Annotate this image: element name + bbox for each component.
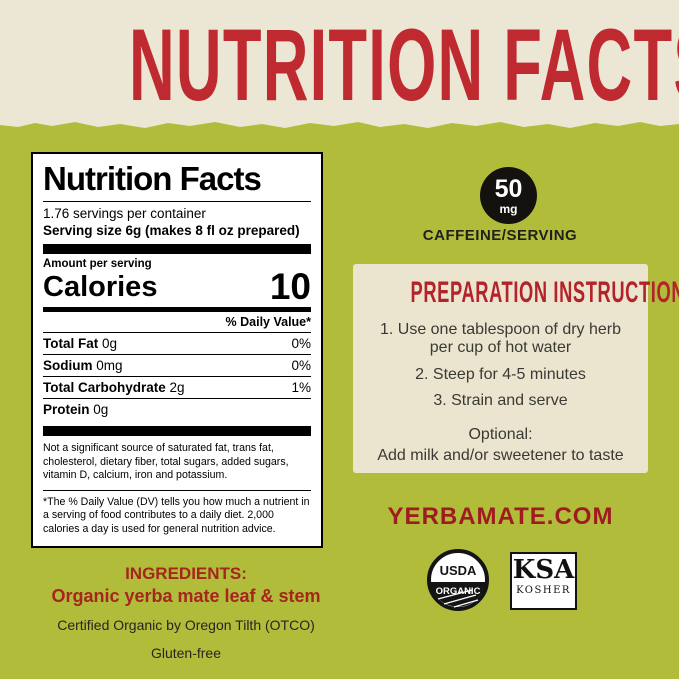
ingredients-block: INGREDIENTS: Organic yerba mate leaf & s…	[26, 564, 346, 661]
torn-edge-divider	[0, 122, 679, 132]
nutrient-amount: 0g	[93, 402, 109, 418]
preparation-steps: 1. Use one tablespoon of dry herb per cu…	[353, 321, 648, 411]
ksa-seal-label: KOSHER	[516, 585, 571, 596]
nutrient-label: Sodium	[43, 358, 93, 374]
nutrient-amount: 0g	[102, 336, 118, 352]
not-significant-note: Not a significant source of saturated fa…	[43, 442, 289, 482]
nutrient-dv: 0%	[291, 358, 311, 374]
usda-seal-bottom-text: ORGANIC	[436, 586, 481, 597]
optional-text: Add milk and/or sweetener to taste	[377, 446, 624, 464]
divider	[43, 489, 311, 491]
optional-label: Optional:	[468, 425, 533, 443]
caffeine-unit: mg	[499, 201, 518, 216]
nutrition-facts-panel: Nutrition Facts 1.76 servings per contai…	[31, 152, 323, 549]
calories-value: 10	[269, 265, 311, 307]
nutrient-dv: 1%	[291, 380, 311, 396]
nutrient-dv: 0%	[291, 336, 311, 352]
organic-certification-text: Certified Organic by Oregon Tilth (OTCO)	[57, 617, 315, 633]
calories-row: Calories 10	[43, 265, 311, 307]
nutrient-row-total-carbohydrate: Total Carbohydrate 2g 1%	[43, 376, 311, 398]
caffeine-per-serving-label: CAFFEINE/SERVING	[422, 227, 578, 244]
daily-value-footnote: *The % Daily Value (DV) tells you how mu…	[43, 495, 310, 535]
prep-step-3: 3. Strain and serve	[433, 392, 568, 410]
thick-bar	[43, 426, 311, 437]
medium-bar	[43, 307, 311, 313]
nutrient-amount: 2g	[169, 380, 185, 396]
gluten-free-text: Gluten-free	[150, 645, 222, 661]
usda-seal-top-text: USDA	[440, 563, 477, 578]
banner-title: NUTRITION FACTS	[129, 8, 679, 122]
nutrient-label: Total Fat	[43, 336, 99, 352]
amount-per-serving-label: Amount per serving	[43, 257, 152, 270]
nutrient-row-sodium: Sodium 0mg 0%	[43, 354, 311, 376]
prep-step-1: 1. Use one tablespoon of dry herb per cu…	[379, 321, 622, 357]
usda-organic-seal: USDA ORGANIC	[427, 549, 489, 611]
caffeine-amount: 50	[494, 174, 523, 203]
nutrient-amount: 0mg	[96, 358, 123, 374]
nutrient-row-protein: Protein 0g	[43, 398, 311, 420]
preparation-instructions-card: PREPARATION INSTRUCTIONS 1. Use one tabl…	[353, 264, 679, 473]
nutrient-row-total-fat: Total Fat 0g 0%	[43, 332, 311, 354]
ingredients-heading: INGREDIENTS:	[125, 564, 247, 583]
nutrition-facts-title: Nutrition Facts	[43, 160, 262, 197]
top-banner: NUTRITION FACTS	[0, 0, 679, 130]
ingredients-text: Organic yerba mate leaf & stem	[51, 586, 321, 606]
nutrient-label: Total Carbohydrate	[43, 380, 166, 396]
divider	[43, 200, 311, 202]
daily-value-header: % Daily Value*	[225, 315, 311, 330]
nutrient-label: Protein	[43, 402, 90, 418]
prep-step-2: 2. Steep for 4-5 minutes	[415, 365, 586, 383]
ksa-seal-letters: KSA	[512, 555, 575, 585]
calories-label: Calories	[43, 271, 158, 304]
caffeine-badge: 50 mg	[480, 167, 537, 224]
thick-bar	[43, 243, 311, 254]
ksa-kosher-seal: KSA KOSHER	[510, 552, 577, 610]
preparation-instructions-title: PREPARATION INSTRUCTIONS	[410, 276, 679, 309]
serving-size: Serving size 6g (makes 8 fl oz prepared)	[43, 222, 300, 238]
website-url: YERBAMATE.COM	[387, 503, 614, 530]
servings-per-container: 1.76 servings per container	[43, 205, 206, 221]
